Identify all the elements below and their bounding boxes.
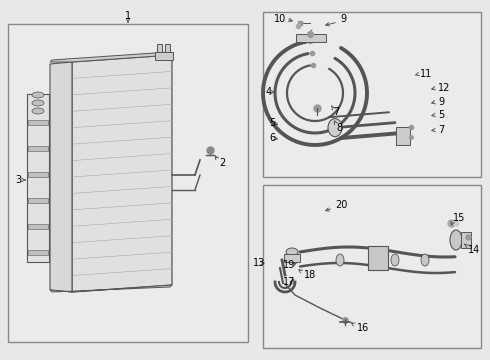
Text: 10: 10: [274, 14, 286, 24]
Polygon shape: [50, 62, 72, 292]
Text: 18: 18: [304, 270, 316, 280]
Bar: [28, 198, 48, 203]
Bar: [155, 52, 173, 60]
Text: 17: 17: [283, 277, 295, 287]
Bar: [28, 172, 48, 177]
Text: 15: 15: [453, 213, 466, 223]
Text: 20: 20: [335, 200, 347, 210]
Text: 13: 13: [253, 258, 265, 268]
Polygon shape: [50, 285, 172, 292]
Polygon shape: [50, 52, 172, 62]
Bar: [157, 44, 162, 52]
Text: 6: 6: [269, 133, 275, 143]
Ellipse shape: [32, 100, 44, 106]
Bar: [28, 250, 48, 255]
Text: 3: 3: [15, 175, 21, 185]
Bar: [8, 24, 248, 342]
Bar: [28, 146, 48, 151]
Ellipse shape: [32, 92, 44, 98]
Text: 5: 5: [269, 118, 275, 128]
Text: 2: 2: [219, 158, 225, 168]
Bar: [396, 127, 410, 145]
Text: 5: 5: [438, 110, 444, 120]
Text: 4: 4: [266, 87, 272, 97]
Bar: [368, 246, 388, 270]
Text: 8: 8: [336, 123, 342, 133]
Bar: [461, 232, 471, 248]
Text: 14: 14: [468, 245, 480, 255]
Polygon shape: [72, 55, 172, 292]
Ellipse shape: [391, 254, 399, 266]
Text: 11: 11: [420, 69, 432, 79]
Text: 16: 16: [357, 323, 369, 333]
Ellipse shape: [450, 230, 462, 250]
Text: 7: 7: [438, 125, 444, 135]
Text: 19: 19: [283, 260, 295, 270]
Bar: [263, 185, 481, 348]
Text: 1: 1: [125, 11, 131, 21]
Bar: [27, 94, 49, 262]
Text: 7: 7: [333, 107, 339, 117]
Ellipse shape: [286, 248, 298, 256]
Ellipse shape: [32, 108, 44, 114]
Bar: [165, 44, 170, 52]
Text: 12: 12: [438, 83, 450, 93]
Bar: [263, 12, 481, 177]
Bar: [28, 120, 48, 125]
Text: 9: 9: [340, 14, 346, 24]
Bar: [296, 34, 326, 42]
Text: 9: 9: [438, 97, 444, 107]
Ellipse shape: [421, 254, 429, 266]
Ellipse shape: [336, 254, 344, 266]
Bar: [284, 254, 300, 262]
Ellipse shape: [328, 119, 342, 137]
Bar: [28, 224, 48, 229]
